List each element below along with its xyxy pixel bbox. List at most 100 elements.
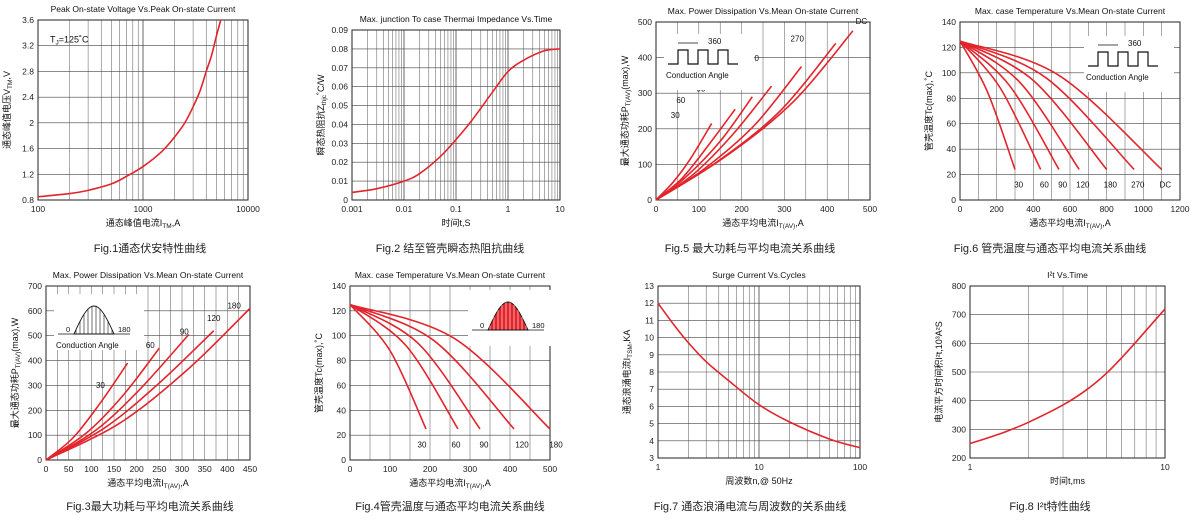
- x-tick-label: 400: [820, 204, 834, 214]
- x-tick-label: 200: [990, 204, 1004, 214]
- inset-start-label: 0: [66, 325, 70, 334]
- y-tick-label: 0: [647, 195, 652, 205]
- fig8-figure: I²t Vs.Time 200 300 400 500 600 700 800 1 10 时间t,m…: [900, 262, 1200, 520]
- y-tick-label: 0.01: [331, 176, 348, 186]
- y-tick-label: 0.08: [331, 44, 348, 54]
- y-tick-label: 1.2: [22, 169, 34, 179]
- figure-caption: Fig.7 通态浪涌电流与周波数的关系曲线: [654, 499, 847, 513]
- series-label: 120: [515, 441, 529, 450]
- x-tick-label: 300: [175, 464, 189, 474]
- inset-angle-label: 180: [532, 321, 545, 330]
- series-label: 60: [1040, 180, 1049, 189]
- x-tick-label: 0.01: [396, 204, 413, 214]
- y-tick-label: 120: [332, 306, 346, 316]
- series-line-270: [959, 40, 1135, 171]
- y-tick-label: 0.09: [331, 25, 348, 35]
- x-tick-label: 400: [1026, 204, 1040, 214]
- series-label: 30: [1014, 180, 1023, 189]
- series-line-30: [349, 304, 427, 430]
- y-tick-label: 0.06: [331, 82, 348, 92]
- fig3-chart: Max. Power Dissipation Vs.Mean On-state …: [9, 270, 257, 513]
- y-tick-label: 800: [952, 281, 966, 291]
- y-tick-label: 20: [947, 170, 957, 180]
- fig2-figure: Max. junction To case Thermai Impedance …: [300, 0, 600, 262]
- y-axis-label: 电流平方时间积I²t,10³A²S: [933, 321, 944, 423]
- inset-angle-label: 360: [1128, 39, 1142, 48]
- y-tick-label: 0: [343, 195, 348, 205]
- y-tick-label: 100: [28, 430, 42, 440]
- series-line-60: [959, 40, 1042, 170]
- y-axis-label: 管壳温度Tc(max),˚C: [923, 71, 934, 151]
- series-line-180: [959, 40, 1108, 170]
- conduction-angle-inset: 360 Conduction Angle: [664, 34, 754, 90]
- plot-frame: [349, 285, 551, 461]
- x-tick-label: 100: [692, 204, 706, 214]
- y-tick-label: 400: [952, 396, 966, 406]
- series-line: [37, 19, 222, 198]
- series-line-30: [655, 123, 713, 201]
- y-tick-label: 12: [645, 298, 655, 308]
- x-axis-label: 通态平均电流IT(AV),A: [107, 477, 189, 490]
- fig6-figure: Max. case Temperature Vs.Mean On-state C…: [900, 0, 1200, 262]
- series-label: 30: [96, 381, 105, 390]
- x-tick-label: 10: [754, 462, 764, 472]
- conduction-angle-inset: 360 Conduction Angle: [1084, 36, 1174, 92]
- series-line-120: [45, 330, 215, 461]
- y-tick-label: 40: [947, 144, 957, 154]
- chart-title: I²t Vs.Time: [1047, 270, 1088, 280]
- x-tick-label: 200: [423, 464, 437, 474]
- series-label: 30: [418, 441, 427, 450]
- series-label: 180: [1104, 180, 1118, 189]
- x-tick-label: 0.001: [341, 204, 363, 214]
- y-tick-label: 120: [942, 42, 956, 52]
- chart-title: Max. junction To case Thermai Impedance …: [360, 14, 553, 24]
- series-line-90: [349, 303, 481, 430]
- y-tick-label: 3.2: [22, 41, 34, 51]
- y-tick-label: 1.6: [22, 144, 34, 154]
- x-tick-label: 1000: [134, 204, 153, 214]
- series-label: 90: [1058, 180, 1067, 189]
- inset-conduction-label: Conduction Angle: [56, 341, 119, 350]
- x-tick-label: 600: [1063, 204, 1077, 214]
- x-tick-label: 1: [968, 462, 973, 472]
- x-tick-label: 100: [31, 204, 45, 214]
- chart-title: Max. Power Dissipation Vs.Mean On-state …: [53, 270, 244, 280]
- figure-caption: Fig.3最大功耗与平均电流关系曲线: [66, 499, 233, 513]
- y-tick-label: 4: [649, 436, 654, 446]
- x-tick-label: 50: [64, 464, 74, 474]
- y-tick-label: 20: [337, 430, 347, 440]
- series-line-60: [45, 347, 160, 461]
- y-tick-label: 0: [37, 455, 42, 465]
- x-tick-label: 350: [198, 464, 212, 474]
- y-tick-label: 60: [337, 380, 347, 390]
- fig5-chart: Max. Power Dissipation Vs.Mean On-state …: [619, 6, 877, 255]
- series-label: 60: [146, 341, 155, 350]
- y-tick-label: 0.07: [331, 63, 348, 73]
- fig3-figure: Max. Power Dissipation Vs.Mean On-state …: [0, 262, 300, 520]
- x-tick-label: 1200: [1171, 204, 1190, 214]
- y-tick-label: 0: [341, 455, 346, 465]
- y-axis-label: 通态浪涌电流ITSM,KA: [621, 330, 634, 415]
- x-tick-label: 0: [44, 464, 49, 474]
- fig4-figure: Max. case Temperature Vs.Mean On-state C…: [300, 262, 600, 520]
- y-tick-label: 3.6: [22, 15, 34, 25]
- fig8-chart: I²t Vs.Time 200 300 400 500 600 700 800 1 10 时间t,m…: [933, 270, 1170, 513]
- y-tick-label: 0.03: [331, 138, 348, 148]
- y-tick-label: 80: [947, 93, 957, 103]
- y-tick-label: 700: [28, 281, 42, 291]
- y-tick-label: 80: [337, 356, 347, 366]
- x-tick-label: 100: [853, 462, 867, 472]
- x-tick-label: 1000: [1134, 204, 1153, 214]
- figure-caption: Fig.5 最大功耗与平均电流关系曲线: [665, 241, 836, 255]
- y-tick-label: 0.02: [331, 157, 348, 167]
- fig6-chart: Max. case Temperature Vs.Mean On-state C…: [923, 6, 1190, 255]
- y-tick-label: 300: [952, 424, 966, 434]
- y-tick-label: 2: [29, 118, 34, 128]
- series-label: 90: [480, 441, 489, 450]
- y-axis-label: 管壳温度Tc(max),˚C: [313, 333, 324, 413]
- series-line-30: [45, 362, 129, 461]
- series-line-dc: [655, 30, 854, 201]
- series-label: 30: [671, 111, 680, 120]
- inset-conduction-label: Conduction Angle: [1086, 73, 1149, 82]
- x-tick-label: 200: [130, 464, 144, 474]
